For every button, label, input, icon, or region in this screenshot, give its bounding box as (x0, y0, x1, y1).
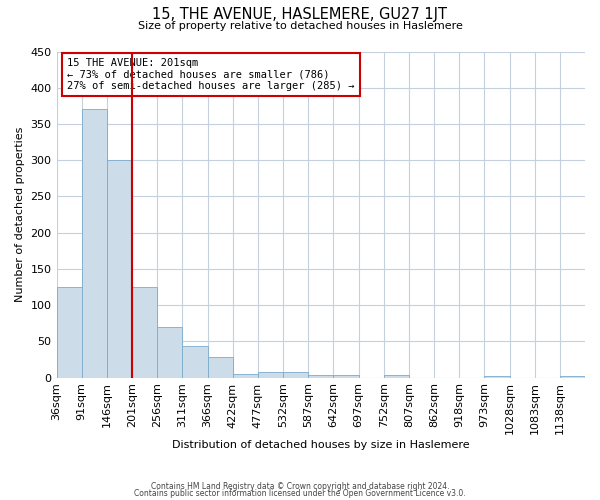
Bar (107, 160, 132, 378)
Bar (334, 374, 359, 378)
Bar (560, 376, 585, 378)
Bar (233, 374, 258, 378)
Bar (283, 372, 308, 378)
Text: Contains public sector information licensed under the Open Government Licence v3: Contains public sector information licen… (134, 488, 466, 498)
Text: Size of property relative to detached houses in Haslemere: Size of property relative to detached ho… (137, 21, 463, 31)
Text: 15, THE AVENUE, HASLEMERE, GU27 1JT: 15, THE AVENUE, HASLEMERE, GU27 1JT (152, 8, 448, 22)
Bar (157, 327, 182, 378)
Bar (484, 376, 509, 378)
Text: 15 THE AVENUE: 201sqm
← 73% of detached houses are smaller (786)
27% of semi-det: 15 THE AVENUE: 201sqm ← 73% of detached … (67, 58, 355, 91)
Bar (308, 374, 334, 378)
Bar (208, 358, 233, 378)
X-axis label: Distribution of detached houses by size in Haslemere: Distribution of detached houses by size … (172, 440, 470, 450)
Bar (258, 372, 283, 378)
Bar (132, 287, 157, 378)
Bar (56, 287, 82, 378)
Y-axis label: Number of detached properties: Number of detached properties (15, 127, 25, 302)
Bar (182, 346, 208, 378)
Text: Contains HM Land Registry data © Crown copyright and database right 2024.: Contains HM Land Registry data © Crown c… (151, 482, 449, 491)
Bar (383, 376, 409, 378)
Bar (82, 110, 107, 378)
